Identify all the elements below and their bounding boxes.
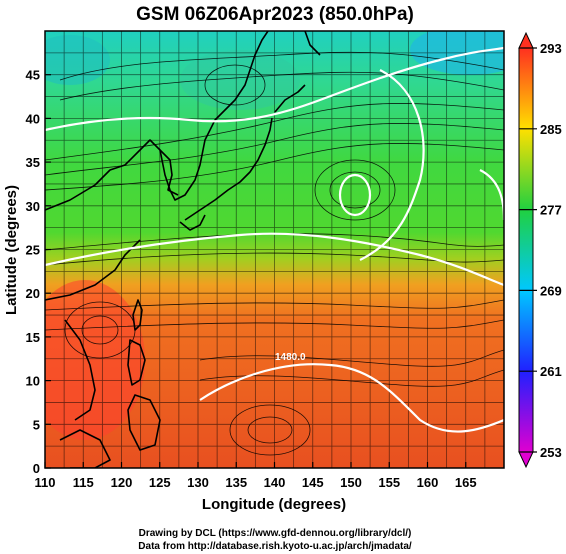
x-tick-label: 135 [225,475,247,490]
coastline-kyushu [179,214,206,231]
coastline-asia [45,31,269,211]
x-tick-label: 115 [73,475,94,490]
coastline-kamchatka [304,31,321,56]
colorbar-ticks: 253 261 269 277 285 293 [519,41,562,460]
cool-region-northeast [410,31,504,75]
x-tick-label: 155 [378,475,400,490]
coastline-philippines-south [127,394,161,451]
coastlines [45,31,321,468]
y-tick-label: 5 [33,417,40,432]
y-tick-label: 20 [26,286,40,301]
x-tick-label: 120 [111,475,133,490]
y-tick-label: 0 [33,461,40,476]
y-axis-title: Latitude (degrees) [3,185,20,315]
colorbar-tick-label: 261 [540,364,562,379]
coastline-korea [159,149,179,196]
cool-region-northwest [45,35,110,85]
x-axis-title: Longitude (degrees) [202,496,346,513]
colorbar-bottom-arrow [518,451,534,469]
x-axis-ticks: 110 115 120 125 130 135 140 145 150 155 160 165 [35,462,477,490]
colorbar: 253 261 269 277 285 293 [518,31,562,469]
coastline-taiwan [132,299,143,331]
x-tick-label: 165 [455,475,477,490]
chart-title: GSM 06Z06Apr2023 (850.0hPa) [136,4,414,25]
contour-label: 1480.0 [275,352,306,363]
y-tick-label: 40 [26,111,40,126]
y-tick-label: 35 [26,155,40,170]
colorbar-tick-label: 253 [540,445,562,460]
coastline-china-south [45,239,141,301]
x-tick-label: 130 [187,475,209,490]
height-contours [45,46,504,433]
grid-lines [45,31,504,468]
coastline-vietnam [64,319,96,421]
plot-area: 1480.0 [45,31,504,468]
coastline-japan [184,84,306,221]
x-tick-label: 145 [302,475,324,490]
y-tick-label: 30 [26,199,40,214]
y-axis-ticks: 0 5 10 15 20 25 30 35 40 45 [26,68,51,476]
wind-streamlines [45,51,504,456]
x-tick-label: 140 [264,475,286,490]
x-tick-label: 125 [149,475,171,490]
x-tick-label: 160 [417,475,439,490]
y-tick-label: 10 [26,374,40,389]
colorbar-tick-label: 293 [540,41,562,56]
colorbar-tick-label: 269 [540,283,562,298]
y-tick-label: 15 [26,330,40,345]
x-tick-label: 110 [35,475,56,490]
credit-data: Data from http://database.rish.kyoto-u.a… [138,541,412,552]
colorbar-tick-label: 277 [540,203,562,218]
cool-region-north [180,50,300,110]
colorbar-scale [518,47,534,453]
warm-region [45,280,145,440]
colorbar-top-arrow [518,31,534,49]
y-tick-label: 25 [26,243,40,258]
y-tick-label: 45 [26,68,40,83]
coastline-philippines-luzon [127,339,146,386]
coastline-borneo [59,429,111,468]
credit-drawing: Drawing by DCL (https://www.gfd-dennou.o… [139,528,412,539]
colorbar-tick-label: 285 [540,122,562,137]
x-tick-label: 150 [340,475,362,490]
